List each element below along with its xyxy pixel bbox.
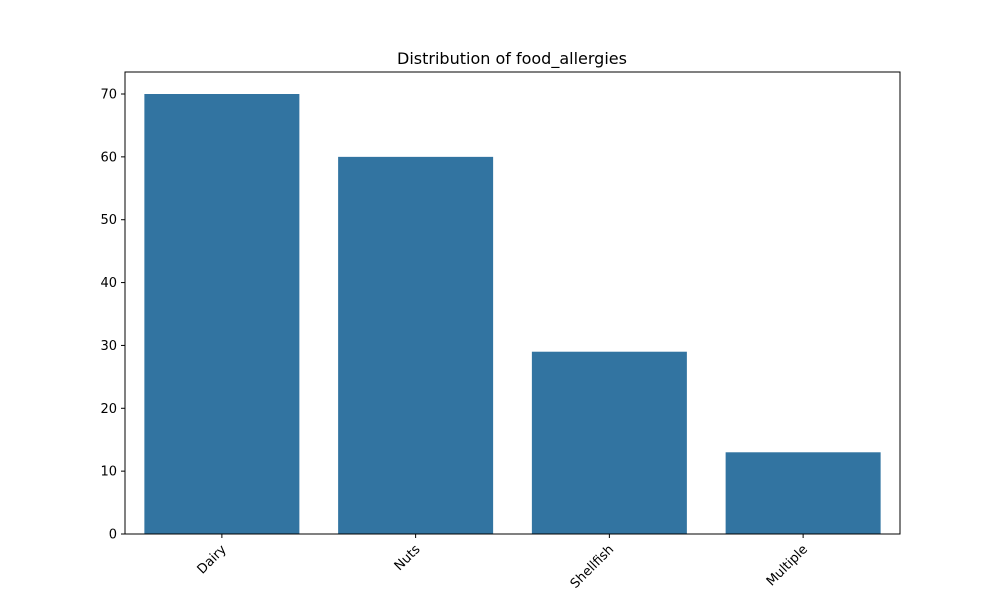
y-tick-label: 30 bbox=[100, 339, 117, 354]
chart-title: Distribution of food_allergies bbox=[397, 49, 627, 69]
bars-group bbox=[144, 94, 881, 534]
bar-multiple bbox=[725, 452, 881, 534]
axes-frame bbox=[124, 71, 901, 535]
x-tick-label-dairy: Dairy bbox=[195, 542, 230, 577]
x-tick-label-nuts: Nuts bbox=[392, 542, 424, 574]
bar-nuts bbox=[338, 156, 494, 534]
y-axis: 0 10 20 30 40 50 60 70 bbox=[100, 88, 125, 543]
y-tick-label: 50 bbox=[100, 213, 117, 228]
y-tick-label: 0 bbox=[109, 528, 117, 543]
y-tick-label: 70 bbox=[100, 88, 117, 103]
bar-dairy bbox=[144, 94, 300, 534]
y-tick-label: 20 bbox=[100, 402, 117, 417]
x-axis: Dairy Nuts Shellfish Multiple bbox=[195, 534, 811, 592]
y-tick-label: 40 bbox=[100, 276, 117, 291]
x-tick-label-multiple: Multiple bbox=[764, 542, 811, 589]
y-tick-label: 60 bbox=[100, 150, 117, 165]
bar-shellfish bbox=[531, 351, 687, 534]
x-tick-label-shellfish: Shellfish bbox=[568, 542, 617, 591]
y-tick-label: 10 bbox=[100, 465, 117, 480]
